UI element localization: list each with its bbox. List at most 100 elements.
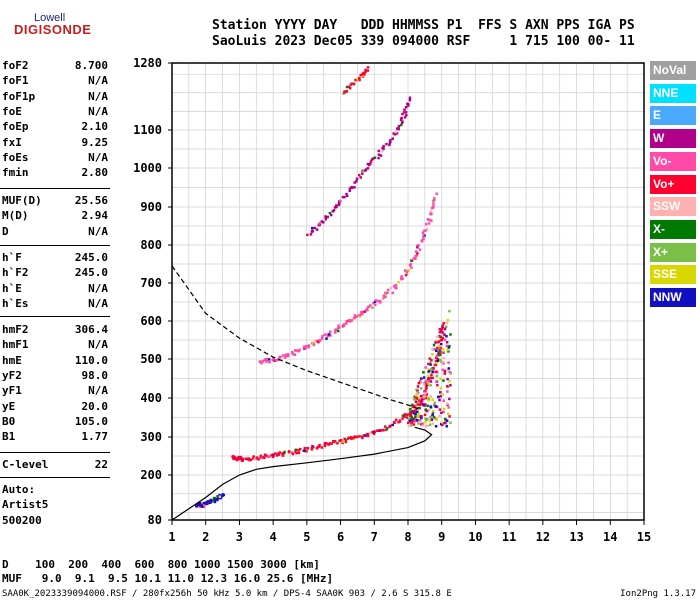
echo-point <box>409 413 413 417</box>
echo-point <box>366 432 370 436</box>
param-key: D <box>2 224 9 238</box>
echo-point <box>406 104 410 107</box>
param-value: 245.0 <box>74 251 108 264</box>
echo-point <box>420 397 424 401</box>
echo-point <box>239 457 243 461</box>
param-value: 245.0 <box>74 266 108 280</box>
echo-point <box>197 503 200 507</box>
echo-point <box>297 349 301 353</box>
echo-point <box>294 349 297 352</box>
echo-trace <box>258 192 438 365</box>
echo-point <box>295 451 298 455</box>
echo-point <box>316 339 320 342</box>
param-value: 8.700 <box>74 59 108 72</box>
echo-point <box>404 273 408 277</box>
echo-point <box>446 390 449 393</box>
param-row-foes: foEs N/A <box>2 150 108 165</box>
param-row-clevel: C-level 22 <box>2 457 108 472</box>
param-row-hme: hmE 110.0 <box>2 353 108 368</box>
echo-point <box>388 425 392 428</box>
echo-point <box>382 428 385 432</box>
echo-point <box>420 239 423 242</box>
echo-point <box>326 215 329 219</box>
echo-point <box>439 346 442 350</box>
param-value: 2.80 <box>81 166 109 180</box>
echo-point <box>348 187 352 190</box>
echo-point <box>435 361 438 365</box>
echo-point <box>407 269 410 272</box>
echo-trace <box>230 309 452 462</box>
param-value: 306.4 <box>74 323 108 336</box>
echo-point <box>417 406 420 410</box>
echo-point <box>310 226 314 230</box>
echo-point <box>302 345 306 348</box>
echo-point <box>290 451 294 454</box>
echo-point <box>435 356 438 360</box>
echo-point <box>446 348 449 352</box>
echo-point <box>396 127 399 130</box>
echo-point <box>332 440 336 444</box>
echo-point <box>336 326 340 330</box>
param-value: N/A <box>88 384 108 398</box>
echo-point <box>440 411 443 415</box>
echo-point <box>421 231 425 235</box>
echo-point <box>410 421 414 424</box>
echo-point <box>448 380 451 383</box>
echo-point <box>442 362 445 365</box>
y-tick-label: 400 <box>140 391 162 405</box>
echo-point <box>349 320 352 323</box>
echo-point <box>348 189 352 193</box>
echo-point <box>432 202 435 205</box>
legend-item-nnw: NNW <box>650 288 696 307</box>
echo-point <box>434 425 438 428</box>
echo-point <box>439 342 443 346</box>
echo-point <box>408 419 412 423</box>
legend-item-vo: Vo+ <box>650 174 696 194</box>
x-tick-label: 6 <box>337 530 344 544</box>
echo-point <box>448 370 451 374</box>
x-tick-label: 8 <box>404 530 411 544</box>
echo-point <box>414 250 418 253</box>
echo-point <box>418 419 422 422</box>
echo-point <box>306 446 310 450</box>
param-divider <box>0 477 110 478</box>
echo-point <box>427 370 431 373</box>
echo-point <box>401 414 405 417</box>
echo-point <box>439 335 442 339</box>
echo-point <box>447 346 451 349</box>
echo-point <box>431 376 435 380</box>
param-row-fof2: foF2 8.700 <box>2 58 108 73</box>
param-row-yf1: yF1 N/A <box>2 383 108 398</box>
echo-point <box>344 438 348 442</box>
echo-point <box>382 147 385 150</box>
echo-point <box>305 450 308 453</box>
echo-point <box>447 361 450 364</box>
echo-point <box>445 335 448 338</box>
echo-point <box>260 361 263 365</box>
echo-point <box>418 401 421 404</box>
echo-point <box>426 375 430 378</box>
echo-point <box>353 181 357 184</box>
legend-item-noval: NoVal <box>650 61 696 80</box>
echo-point <box>329 330 332 333</box>
echo-point <box>416 410 419 414</box>
echo-point <box>357 173 361 177</box>
echo-point <box>422 397 425 400</box>
param-divider <box>0 316 110 317</box>
echo-point <box>435 374 439 378</box>
echo-point <box>418 403 422 406</box>
echo-point <box>438 334 441 338</box>
echo-point <box>403 413 407 416</box>
echo-point <box>412 257 415 260</box>
echo-point <box>433 197 436 200</box>
echo-point <box>445 344 449 348</box>
echo-point <box>358 315 362 318</box>
echo-point <box>358 78 361 82</box>
param-key: B0 <box>2 414 16 428</box>
param-key: hmF2 <box>2 323 29 336</box>
echo-point <box>221 494 224 498</box>
echo-point <box>424 396 428 400</box>
echo-point <box>438 349 442 352</box>
echo-point <box>436 359 440 362</box>
param-value: 22 <box>94 458 108 471</box>
